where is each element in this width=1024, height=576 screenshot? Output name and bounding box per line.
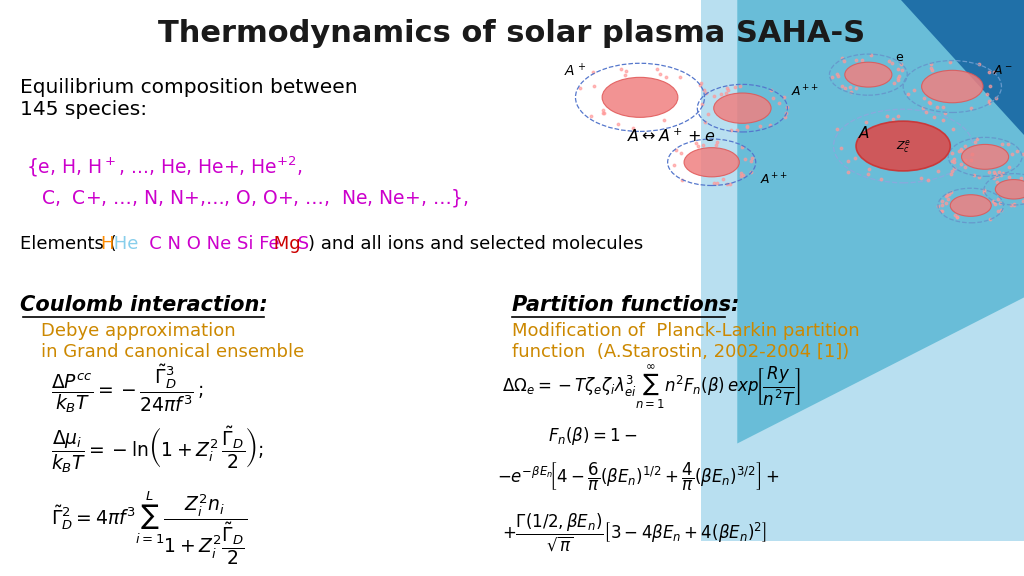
Text: H: H (100, 235, 114, 253)
Text: $F_n(\beta) = 1 -$: $F_n(\beta) = 1 -$ (548, 425, 637, 446)
Text: $A^-$: $A^-$ (993, 64, 1014, 77)
Polygon shape (614, 0, 1024, 541)
Text: Mg: Mg (268, 235, 301, 253)
Text: $\dfrac{\Delta\mu_i}{k_B T} = -\ln\!\left(1 + Z_i^2\, \dfrac{\tilde{\Gamma}_D}{2: $\dfrac{\Delta\mu_i}{k_B T} = -\ln\!\lef… (51, 425, 264, 475)
Text: {e, H, H$^+$, ..., He, He+, He$^{+2}$,: {e, H, H$^+$, ..., He, He+, He$^{+2}$, (26, 154, 302, 179)
Text: $-e^{-\beta E_n}\!\left[4 - \dfrac{6}{\pi}(\beta E_n)^{1/2} + \dfrac{4}{\pi}(\be: $-e^{-\beta E_n}\!\left[4 - \dfrac{6}{\p… (497, 461, 779, 493)
Circle shape (950, 195, 991, 217)
Circle shape (684, 147, 739, 177)
Text: $\dfrac{\Delta P^{cc}}{k_B T} = -\dfrac{\tilde{\Gamma}_D^3}{24\pi f^3}\,;$: $\dfrac{\Delta P^{cc}}{k_B T} = -\dfrac{… (51, 362, 204, 415)
Text: S: S (292, 235, 309, 253)
Text: $A^+$: $A^+$ (564, 62, 587, 79)
Text: C N O Ne Si Fe: C N O Ne Si Fe (132, 235, 280, 253)
Circle shape (714, 93, 771, 123)
Text: $A$: $A$ (858, 124, 870, 141)
Circle shape (922, 70, 983, 103)
Text: He: He (109, 235, 138, 253)
Text: e: e (895, 51, 903, 65)
Text: Thermodynamics of solar plasma SAHA-S: Thermodynamics of solar plasma SAHA-S (159, 19, 865, 48)
Text: $\Delta\Omega_e = -T\zeta_e\zeta_i\lambda_{ei}^3 \sum_{n=1}^{\infty} n^2 F_n(\be: $\Delta\Omega_e = -T\zeta_e\zeta_i\lambd… (502, 362, 801, 411)
Text: $A^{++}$: $A^{++}$ (761, 172, 787, 187)
Text: Coulomb interaction:: Coulomb interaction: (20, 295, 268, 314)
Text: $Z_c^e$: $Z_c^e$ (896, 138, 910, 154)
Text: C,  C+, $\ldots$, N, N+,$\ldots$, O, O+, $\ldots$,  Ne, Ne+, $\ldots$},: C, C+, $\ldots$, N, N+,$\ldots$, O, O+, … (41, 187, 469, 209)
Circle shape (602, 77, 678, 118)
Polygon shape (737, 0, 1024, 444)
Circle shape (995, 180, 1024, 199)
Polygon shape (0, 0, 701, 541)
Text: $A^{++}$: $A^{++}$ (792, 84, 818, 100)
Text: Elements (: Elements ( (20, 235, 117, 253)
Text: $A \leftrightarrow A^+ + e$: $A \leftrightarrow A^+ + e$ (627, 128, 715, 145)
Text: Debye approximation
in Grand canonical ensemble: Debye approximation in Grand canonical e… (41, 322, 304, 361)
Text: Partition functions:: Partition functions: (512, 295, 739, 314)
Circle shape (845, 62, 892, 87)
Text: Equilibrium composition between
145 species:: Equilibrium composition between 145 spec… (20, 78, 358, 119)
Circle shape (856, 121, 950, 171)
Circle shape (962, 145, 1009, 169)
Text: $+\dfrac{\Gamma(1/2,\beta E_n)}{\sqrt{\pi}}\left[3 - 4\beta E_n + 4(\beta E_n)^2: $+\dfrac{\Gamma(1/2,\beta E_n)}{\sqrt{\p… (502, 511, 767, 553)
Text: ) and all ions and selected molecules: ) and all ions and selected molecules (308, 235, 643, 253)
Text: Modification of  Planck-Larkin partition
function  (A.Starostin, 2002-2004 [1]): Modification of Planck-Larkin partition … (512, 322, 859, 361)
Polygon shape (614, 0, 701, 541)
Text: $\tilde{\Gamma}_D^2 = 4\pi f^3 \sum_{i=1}^{L} \dfrac{Z_i^2 n_i}{1 + Z_i^2 \dfrac: $\tilde{\Gamma}_D^2 = 4\pi f^3 \sum_{i=1… (51, 490, 248, 567)
Polygon shape (901, 0, 1024, 135)
